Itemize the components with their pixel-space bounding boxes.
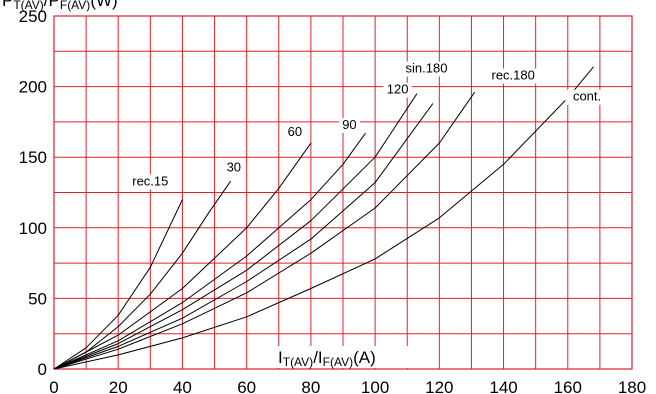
tick-labels: 0 20 40 60 80 100 120 140 160 180 0 50 100 150 200 250 bbox=[19, 7, 647, 394]
x-tick-label: 0 bbox=[49, 378, 58, 394]
curve-label: rec.15 bbox=[132, 173, 168, 188]
x-tick-label: 40 bbox=[173, 378, 192, 394]
curve-label: rec.180 bbox=[492, 68, 535, 83]
x-tick-label: 60 bbox=[237, 378, 256, 394]
curve-60 bbox=[53, 142, 312, 370]
curve-label-bg bbox=[284, 125, 306, 141]
curve-label: 60 bbox=[288, 124, 302, 139]
curve-labels: rec.15 30 60 90 120 sin.180 rec.180 cont. bbox=[124, 60, 609, 190]
curve-90 bbox=[53, 132, 366, 370]
curve-label-bg bbox=[565, 89, 609, 105]
curve-sin-180 bbox=[53, 103, 434, 370]
curve-cont- bbox=[53, 66, 594, 370]
y-tick-label: 200 bbox=[19, 78, 47, 97]
grid bbox=[53, 15, 633, 370]
x-tick-label: 100 bbox=[361, 378, 389, 394]
x-tick-label: 160 bbox=[554, 378, 582, 394]
curve-label-bg bbox=[483, 68, 543, 84]
y-tick-label: 150 bbox=[19, 148, 47, 167]
curve-label: 30 bbox=[227, 159, 241, 174]
x-axis-title-group: IT(AV)/IF(AV)(A) bbox=[270, 346, 430, 369]
y-tick-label: 0 bbox=[38, 360, 47, 379]
y-tick-label: 100 bbox=[19, 219, 47, 238]
curve-rec-180 bbox=[53, 91, 476, 370]
y-tick-label: 50 bbox=[28, 289, 47, 308]
curve-label: 90 bbox=[342, 117, 356, 132]
curves bbox=[53, 66, 594, 370]
x-tick-label: 80 bbox=[301, 378, 320, 394]
curve-label-bg bbox=[223, 160, 245, 176]
curve-120 bbox=[53, 93, 418, 370]
y-axis-title: PT(AV)/PF(AV)(W) bbox=[2, 0, 118, 12]
x-tick-label: 120 bbox=[425, 378, 453, 394]
plot-frame bbox=[53, 15, 633, 370]
curve-label: sin.180 bbox=[406, 60, 448, 75]
curve-30 bbox=[53, 180, 232, 370]
curve-label-bg bbox=[124, 174, 176, 190]
x-axis-title: IT(AV)/IF(AV)(A) bbox=[278, 348, 376, 369]
y-tick-label: 250 bbox=[19, 7, 47, 26]
x-tick-label: 180 bbox=[618, 378, 646, 394]
x-tick-label: 140 bbox=[489, 378, 517, 394]
curve-label: cont. bbox=[573, 89, 601, 104]
x-tick-label: 20 bbox=[109, 378, 128, 394]
curve-label: 120 bbox=[387, 82, 409, 97]
curve-label-bg bbox=[397, 61, 456, 77]
curve-label-bg bbox=[383, 82, 412, 98]
curve-label-bg bbox=[338, 117, 360, 133]
curve-rec-15 bbox=[53, 199, 183, 370]
